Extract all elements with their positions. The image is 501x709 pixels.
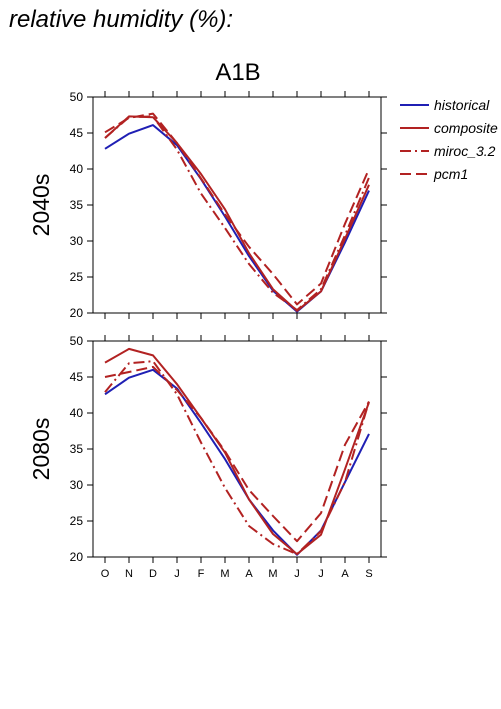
x-tick-label: F [198, 568, 205, 580]
x-tick-label: A [341, 568, 349, 580]
x-tick-label: S [365, 568, 372, 580]
plot-frame [92, 96, 382, 314]
y-tick-label: 30 [70, 478, 84, 492]
legend: historical composite miroc_3.2 pcm1 [400, 97, 498, 182]
y-tick-label: 40 [70, 162, 84, 176]
series-line-historical [104, 124, 370, 313]
y-tick-label: 20 [70, 306, 84, 320]
x-tick-label: N [125, 568, 133, 580]
x-tick-label: M [220, 568, 229, 580]
y-axis-label: 2040s [28, 174, 54, 237]
y-tick-label: 20 [70, 550, 84, 564]
x-tick-label: J [174, 568, 180, 580]
x-tick-label: D [149, 568, 157, 580]
x-tick-label: J [318, 568, 324, 580]
y-tick-label: 40 [70, 406, 84, 420]
series-line-pcm1 [104, 112, 370, 306]
chart-heading: relative humidity (%): [9, 6, 234, 33]
legend-label-composite: composite [434, 120, 498, 136]
y-axis-label: 2080s [28, 418, 54, 481]
y-tick-label: 50 [70, 334, 84, 348]
x-tick-label: J [294, 568, 300, 580]
legend-label-historical: historical [434, 97, 490, 113]
legend-label-miroc_3.2: miroc_3.2 [434, 143, 496, 159]
panel-2080s: 20 25 30 35 40 45 50 O N D J F M A M J J A S 2080s [28, 334, 387, 580]
y-tick-label: 25 [70, 514, 84, 528]
y-tick-label: 50 [70, 90, 84, 104]
series-line-historical [104, 368, 370, 556]
series-line-pcm1 [104, 365, 370, 543]
y-tick-label: 45 [70, 370, 84, 384]
series-line-miroc_3.2 [104, 360, 370, 556]
y-tick-label: 30 [70, 234, 84, 248]
scenario-title: A1B [215, 59, 260, 86]
series-line-miroc_3.2 [104, 115, 370, 312]
x-tick-label: O [101, 568, 110, 580]
y-tick-label: 35 [70, 198, 84, 212]
y-tick-label: 25 [70, 270, 84, 284]
panel-2040s: 20 25 30 35 40 45 50 2040s [28, 90, 387, 320]
x-tick-label: M [268, 568, 277, 580]
x-tick-label: A [245, 568, 253, 580]
legend-label-pcm1: pcm1 [433, 166, 468, 182]
plot-frame [92, 340, 382, 558]
series-line-composite [104, 347, 370, 556]
series-line-composite [104, 115, 370, 312]
y-tick-label: 35 [70, 442, 84, 456]
y-tick-label: 45 [70, 126, 84, 140]
